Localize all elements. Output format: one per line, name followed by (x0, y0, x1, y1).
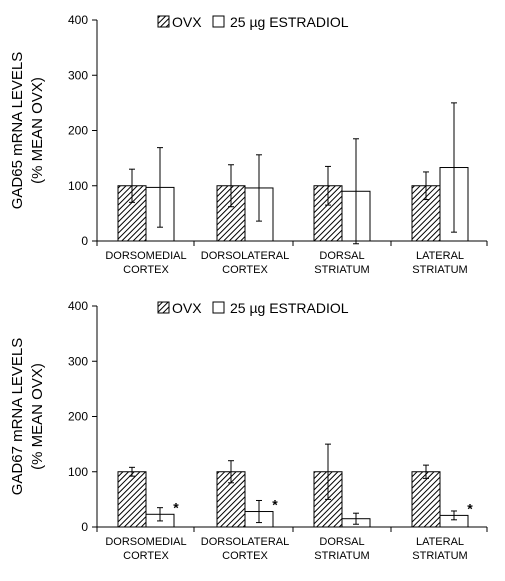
legend-swatch-ovx (157, 301, 170, 314)
x-category-label: DORSOMEDIAL (105, 250, 186, 262)
x-category-label: STRIATUM (412, 550, 467, 562)
y-axis-label: GAD67 mRNA LEVELS (9, 338, 26, 496)
x-category-label: DORSOLATERAL (201, 250, 289, 262)
significance-marker: * (467, 500, 473, 516)
bar-ovx (117, 471, 147, 528)
chart-panel-2: 0 100 200 300 400 GAD67 mRNA LEVELS (% MEAN OV… (9, 299, 488, 562)
legend-swatch-estradiol (212, 15, 225, 28)
y-tick-label: 400 (68, 299, 88, 313)
y-tick-label: 100 (68, 465, 88, 479)
legend-label-estradiol: 25 µg ESTRADIOL (230, 14, 349, 30)
y-tick-label: 100 (68, 179, 88, 193)
x-category-label: LATERAL (416, 250, 464, 262)
y-tick-label: 300 (68, 68, 88, 82)
chart-panel-1: 0 100 200 300 400 GAD65 mRNA LEVELS (% MEAN OV… (9, 13, 488, 276)
y-tick-label: 300 (68, 354, 88, 368)
y-tick-label: 400 (68, 13, 88, 27)
x-category-label: STRIATUM (314, 550, 369, 562)
x-category-label: DORSOLATERAL (201, 536, 289, 548)
bar-ovx (411, 471, 441, 528)
y-tick-label: 0 (81, 520, 88, 534)
x-category-label: DORSAL (319, 250, 364, 262)
x-category-label: CORTEX (123, 264, 169, 276)
significance-marker: * (173, 499, 179, 515)
x-category-label: DORSOMEDIAL (105, 536, 186, 548)
x-category-label: LATERAL (416, 536, 464, 548)
legend-swatch-estradiol (212, 301, 225, 314)
y-axis-label: (% MEAN OVX) (29, 77, 46, 184)
y-tick-label: 0 (81, 234, 88, 248)
legend-label-estradiol: 25 µg ESTRADIOL (230, 300, 349, 316)
y-axis-label: GAD65 mRNA LEVELS (9, 52, 26, 210)
x-category-label: DORSAL (319, 536, 364, 548)
legend-swatch-ovx (157, 15, 170, 28)
x-category-label: CORTEX (222, 550, 268, 562)
y-axis-label: (% MEAN OVX) (29, 363, 46, 470)
y-tick-label: 200 (68, 410, 88, 424)
legend-label-ovx: OVX (172, 300, 202, 316)
legend-label-ovx: OVX (172, 14, 202, 30)
x-category-label: CORTEX (123, 550, 169, 562)
significance-marker: * (272, 497, 278, 513)
x-category-label: CORTEX (222, 264, 268, 276)
y-tick-label: 200 (68, 124, 88, 138)
x-category-label: STRIATUM (412, 264, 467, 276)
x-category-label: STRIATUM (314, 264, 369, 276)
